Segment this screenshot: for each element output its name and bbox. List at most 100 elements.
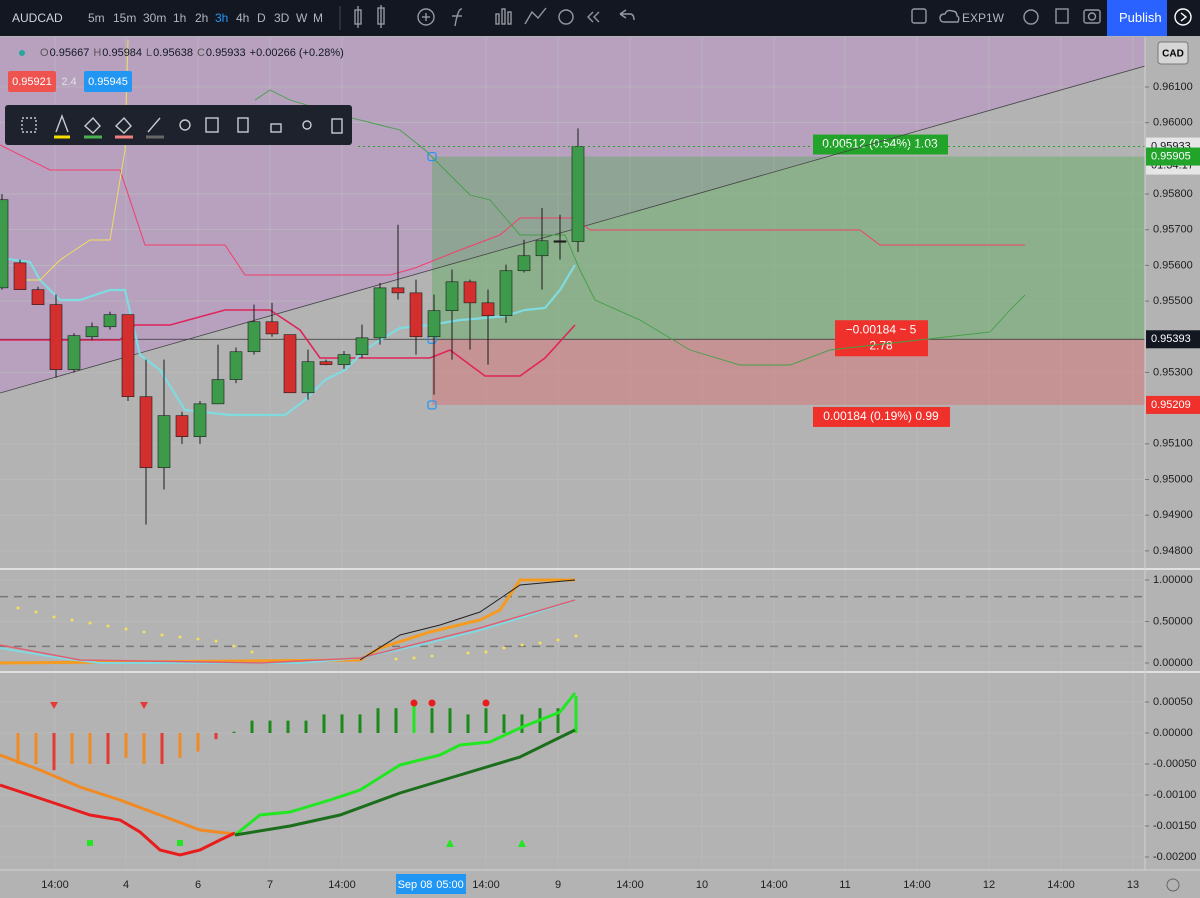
interval[interactable]: D: [257, 11, 266, 25]
histogram-bar: [304, 720, 308, 734]
sell-price[interactable]: 0.95921: [12, 76, 52, 88]
candle-body: [49, 304, 63, 370]
interval[interactable]: 3h: [215, 11, 229, 25]
stop-label: 0.00184 (0.19%) 0.99: [823, 409, 939, 423]
y-tick-label: 0.95700: [1153, 224, 1193, 236]
interval[interactable]: W: [296, 11, 308, 25]
candle-body: [517, 255, 531, 272]
interval[interactable]: M: [313, 11, 323, 25]
candle-body: [571, 146, 585, 242]
target-label-box: [813, 134, 948, 155]
interval[interactable]: 30m: [143, 11, 167, 25]
publish-label[interactable]: Publish: [1119, 10, 1162, 25]
histogram-bar: [142, 733, 146, 764]
histogram-bar: [106, 733, 110, 764]
cursor-label-box: [396, 874, 466, 894]
center-label: 2.78: [869, 338, 893, 352]
legend-value: 0.95984: [102, 47, 143, 59]
candle-body: [121, 314, 135, 398]
histogram-bar: [34, 733, 38, 764]
price-marker-label: 0.95393: [1151, 333, 1191, 345]
center-label-box: [835, 320, 928, 357]
histogram-bar: [286, 720, 290, 734]
legend-change: +0.00266 (+0.28%): [249, 47, 344, 59]
legend-value: 0.95933: [205, 47, 246, 59]
histogram-bar: [556, 708, 560, 734]
y-tick-label: 0.50000: [1153, 615, 1193, 627]
candle-body: [13, 262, 27, 290]
loss-zone: [432, 339, 1145, 405]
histogram-bar: [574, 695, 578, 734]
candle-body: [481, 302, 495, 317]
candle-body: [427, 310, 441, 338]
indicator-lines: [0, 39, 1026, 417]
candle-body: [373, 287, 387, 339]
histogram-bar: [376, 708, 380, 734]
y-tick-label: 0.96000: [1153, 117, 1193, 129]
interval[interactable]: 4h: [236, 11, 250, 25]
legend-key: L: [146, 47, 153, 59]
candle-body: [229, 351, 243, 380]
histogram-bar: [124, 733, 128, 758]
candle-body: [211, 379, 225, 405]
currency-box[interactable]: [1157, 41, 1189, 65]
histogram-bar: [430, 708, 434, 734]
y-tick-label: -0.00050: [1153, 758, 1196, 770]
histogram-bar: [232, 731, 236, 734]
y-tick-label: 0.96100: [1153, 81, 1193, 93]
toolbar-icons: [339, 0, 1192, 36]
candle-body: [535, 240, 549, 257]
symbol[interactable]: AUDCAD: [12, 11, 63, 25]
buy-button[interactable]: [84, 71, 132, 92]
handle: [427, 400, 437, 410]
candle-body: [85, 326, 99, 338]
candle-body: [355, 337, 369, 355]
candle-body: [157, 415, 171, 469]
y-tick-label: 0.95600: [1153, 259, 1193, 271]
y-tick-label: 0.95300: [1153, 366, 1193, 378]
currency: CAD: [1162, 49, 1184, 60]
candle-body: [67, 335, 81, 370]
histogram-bar: [214, 733, 218, 740]
interval[interactable]: 15m: [113, 11, 137, 25]
buy-price[interactable]: 0.95945: [88, 76, 128, 88]
interval[interactable]: 2h: [195, 11, 209, 25]
histogram-bar: [70, 733, 74, 764]
cursor-time: 05:00: [436, 879, 464, 891]
interval[interactable]: 1h: [173, 11, 187, 25]
price-marker-label: 0.95209: [1151, 399, 1191, 411]
candle-body: [265, 321, 279, 335]
candle-body: [31, 289, 45, 305]
x-tick-label: 14:00: [41, 879, 69, 891]
profit-zone: [432, 156, 1145, 340]
y-tick-label: 0.00000: [1153, 727, 1193, 739]
interval[interactable]: 5m: [88, 11, 105, 25]
order-panel: 0.95921 2.4 0.95945: [8, 71, 132, 92]
cursor-date: Sep 08: [398, 879, 433, 891]
publish-button[interactable]: [1107, 0, 1167, 36]
x-tick-label: 11: [839, 879, 850, 891]
status-dot: [19, 50, 25, 56]
signal-markers: [50, 699, 526, 847]
histogram-bar: [520, 714, 524, 734]
y-tick-label: 0.95100: [1153, 438, 1193, 450]
histogram-bar: [88, 733, 92, 764]
histogram-bar: [178, 733, 182, 758]
layout-name[interactable]: EXP1W: [962, 11, 1005, 25]
price-marker-box: [1146, 330, 1200, 349]
target-label: 0.00512 (0.54%) 1.03: [822, 137, 938, 151]
x-tick-label: 14:00: [328, 879, 356, 891]
histogram-bar: [466, 714, 470, 734]
histogram-bar: [322, 714, 326, 734]
interval[interactable]: 3D: [274, 11, 290, 25]
sell-button[interactable]: [8, 71, 56, 92]
histogram-bar: [448, 708, 452, 734]
candle-body: [103, 314, 117, 328]
legend-key: H: [93, 47, 102, 59]
settings-icon[interactable]: [1166, 878, 1180, 892]
price-marker-box: [1146, 147, 1200, 166]
candle-body: [175, 415, 189, 437]
histogram-bar: [196, 733, 200, 752]
